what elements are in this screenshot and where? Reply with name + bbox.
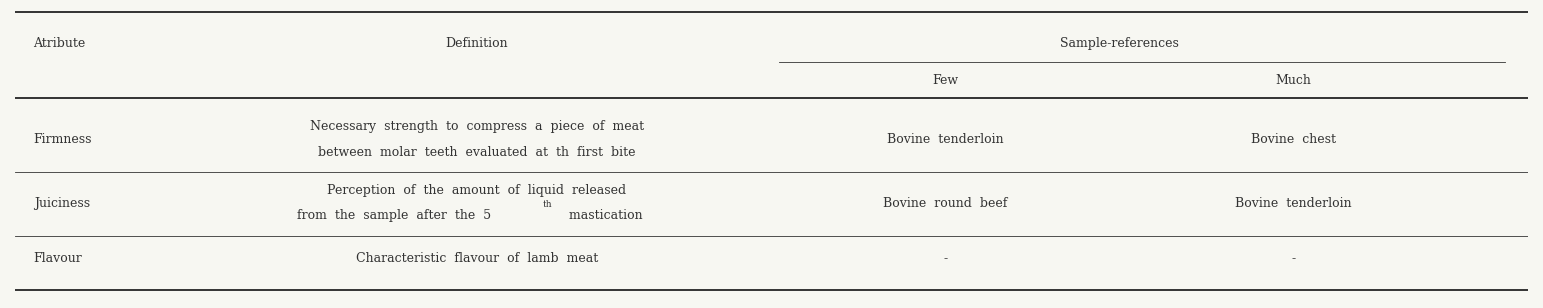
Text: -: -	[1291, 252, 1295, 265]
Text: Much: Much	[1275, 74, 1312, 87]
Text: Few: Few	[932, 74, 958, 87]
Text: Sample-references: Sample-references	[1060, 37, 1179, 50]
Text: Necessary  strength  to  compress  a  piece  of  meat: Necessary strength to compress a piece o…	[310, 120, 643, 133]
Text: from  the  sample  after  the  5    mastication: from the sample after the 5 mastication	[335, 209, 619, 222]
Text: Definition: Definition	[446, 37, 508, 50]
Text: -: -	[943, 252, 947, 265]
Text: mastication: mastication	[560, 209, 642, 222]
Text: Characteristic  flavour  of  lamb  meat: Characteristic flavour of lamb meat	[355, 252, 597, 265]
Text: Atribute: Atribute	[34, 37, 86, 50]
Text: Bovine  round  beef: Bovine round beef	[883, 197, 1008, 210]
Text: Firmness: Firmness	[34, 133, 93, 146]
Text: Flavour: Flavour	[34, 252, 82, 265]
Text: Perception  of  the  amount  of  liquid  released: Perception of the amount of liquid relea…	[327, 184, 626, 197]
Text: Bovine  tenderloin: Bovine tenderloin	[887, 133, 1003, 146]
Text: Bovine  chest: Bovine chest	[1251, 133, 1336, 146]
Text: from  the  sample  after  the  5: from the sample after the 5	[298, 209, 491, 222]
Text: Bovine  tenderloin: Bovine tenderloin	[1234, 197, 1352, 210]
Text: Juiciness: Juiciness	[34, 197, 89, 210]
Text: between  molar  teeth  evaluated  at  th  first  bite: between molar teeth evaluated at th firs…	[318, 146, 636, 159]
Text: th: th	[543, 200, 552, 209]
